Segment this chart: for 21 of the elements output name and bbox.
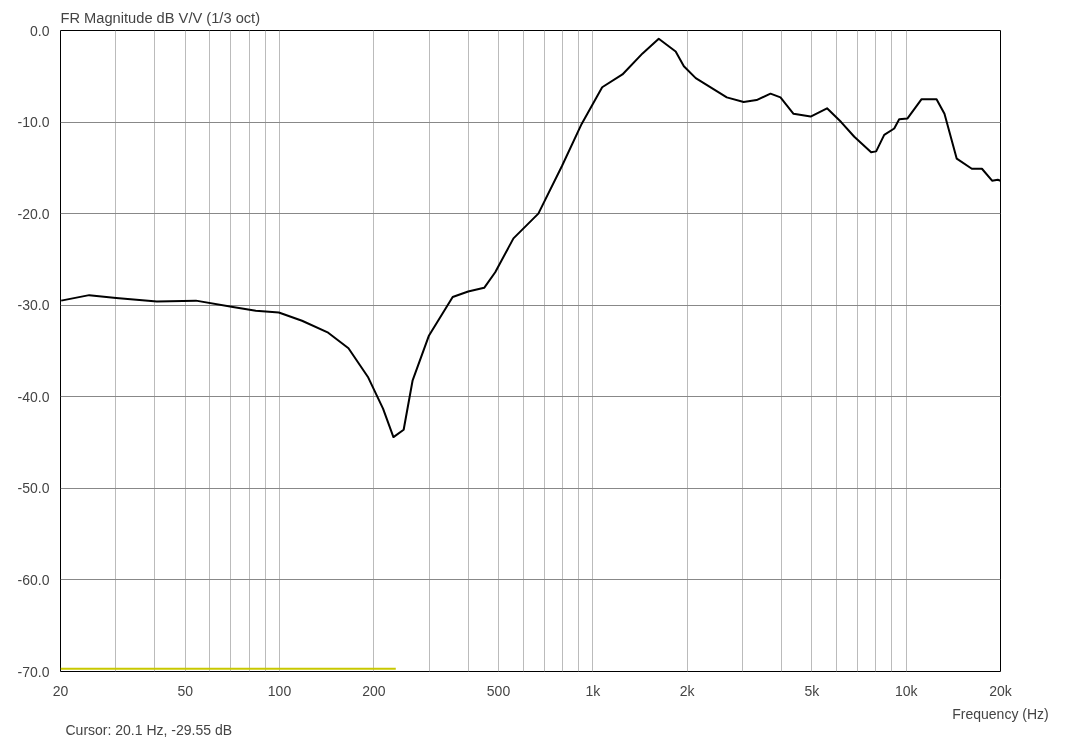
x-tick-label: 10k	[894, 682, 919, 699]
x-axis-title: Frequency (Hz)	[952, 705, 1049, 722]
y-tick-label: 0.0	[30, 22, 50, 39]
x-tick-label: 50	[177, 682, 194, 699]
y-tick-label: -20.0	[17, 205, 50, 222]
y-tick-label: -50.0	[17, 480, 50, 497]
x-tick-label: 5k	[804, 682, 821, 699]
x-tick-label: 1k	[585, 682, 602, 699]
x-tick-label: 100	[267, 682, 292, 699]
y-tick-label: -30.0	[17, 297, 50, 314]
x-tick-label: 20	[52, 682, 69, 699]
y-tick-label: -40.0	[17, 388, 50, 405]
chart-title: FR Magnitude dB V/V (1/3 oct)	[60, 9, 261, 26]
x-tick-label: 20k	[989, 682, 1013, 699]
x-tick-label: 2k	[679, 682, 696, 699]
x-tick-label: 200	[362, 682, 386, 699]
text: Cursor: 20.1 Hz, -29.55 dB	[65, 721, 233, 738]
y-tick-label: -70.0	[17, 663, 50, 680]
y-tick-label: -60.0	[17, 571, 50, 588]
y-tick-label: -10.0	[17, 114, 50, 131]
x-tick-label: 500	[486, 682, 511, 699]
